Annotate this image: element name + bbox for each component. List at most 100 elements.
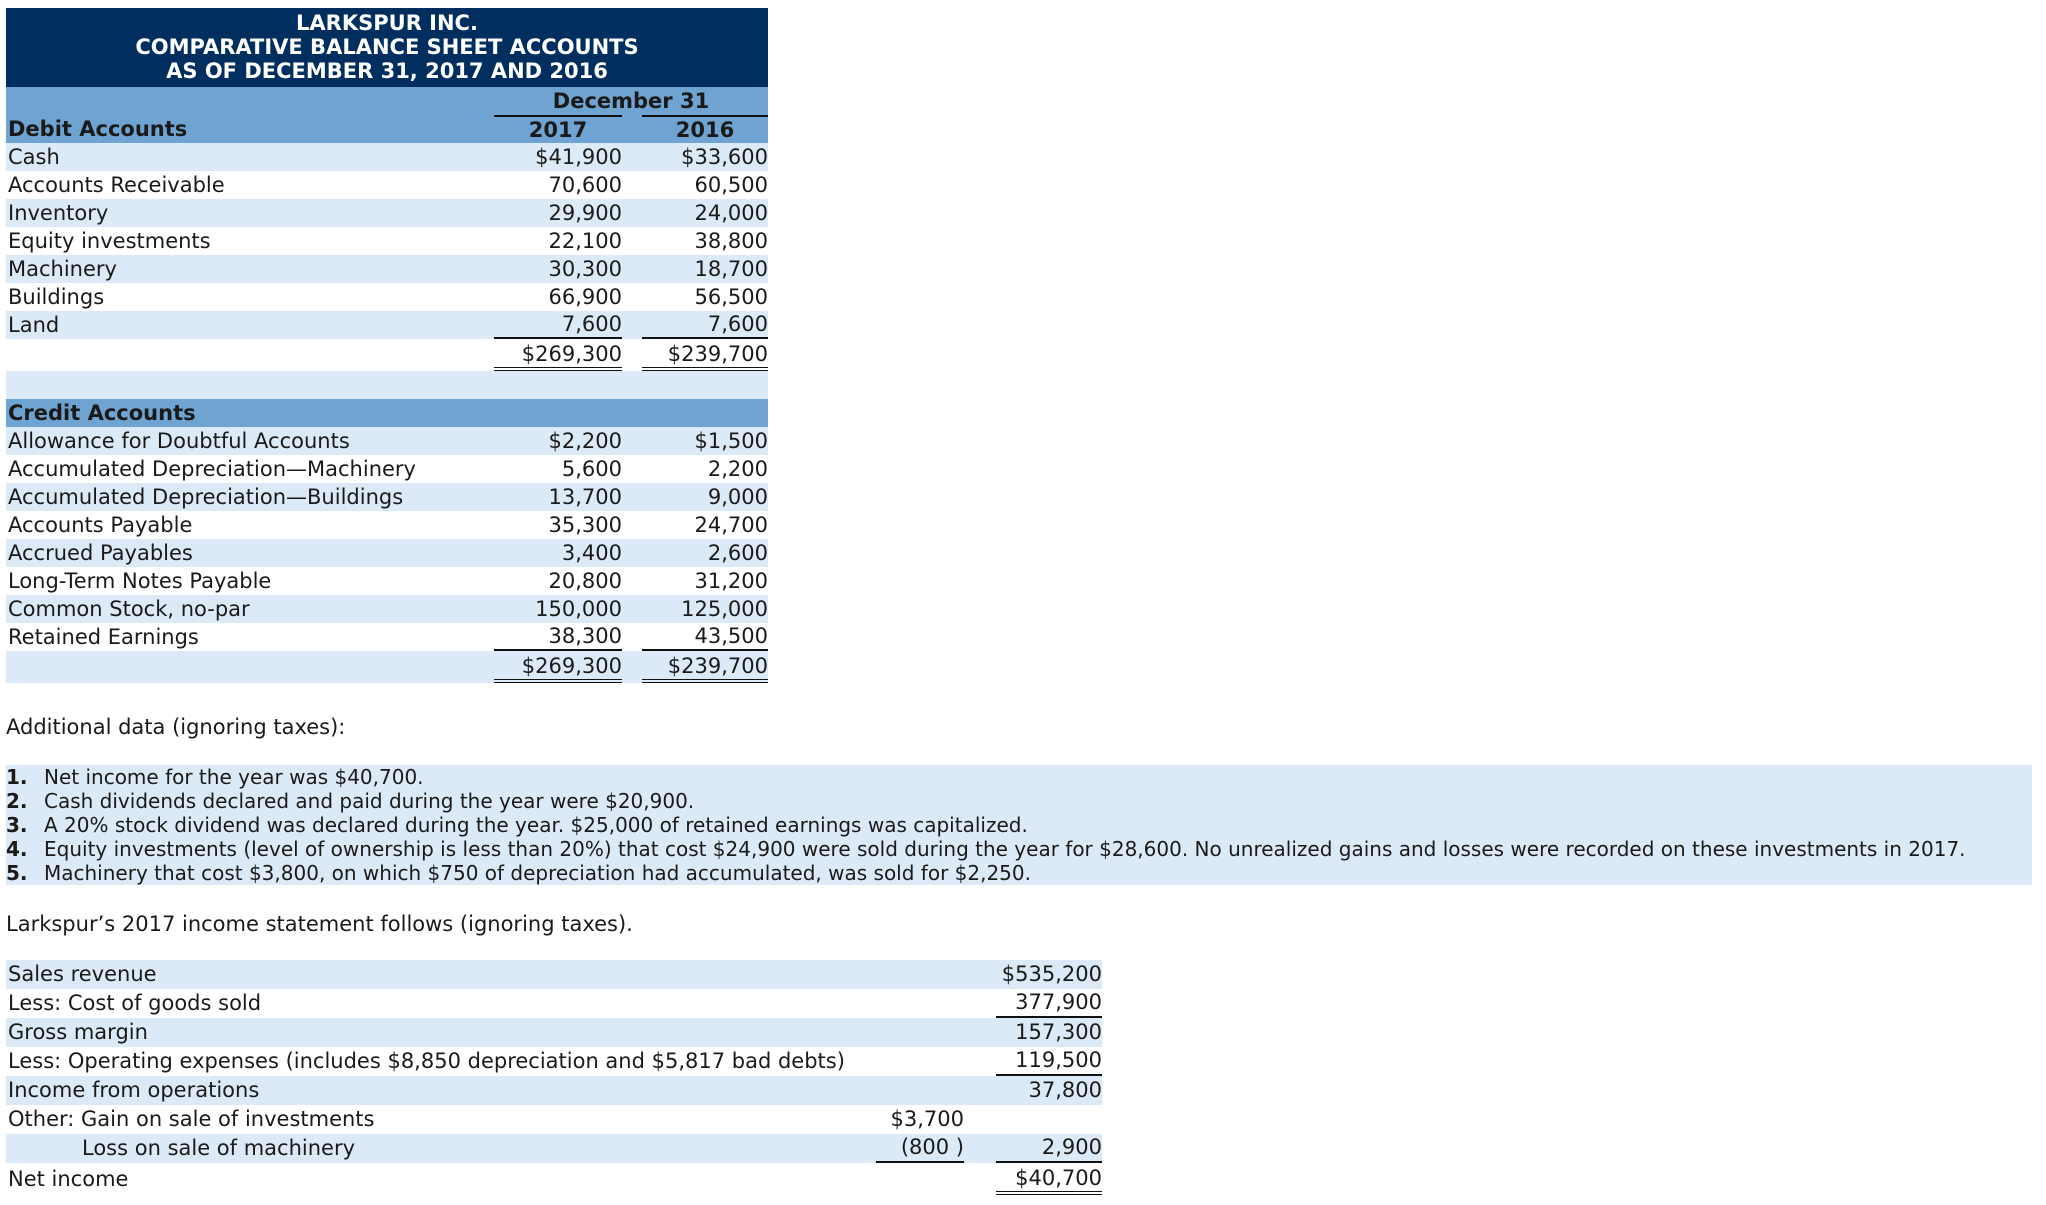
credit-row: Allowance for Doubtful Accounts $2,200 $… [6,427,768,455]
value-2017: 29,900 [548,201,622,225]
income-statement-intro: Larkspur’s 2017 income statement follows… [6,912,633,936]
value-2017: 13,700 [548,485,622,509]
account-label: Accrued Payables [8,541,193,565]
value-2016: 7,600 [642,311,768,339]
income-amount: 119,500 [996,1047,1102,1076]
account-label: Accounts Payable [8,513,193,537]
income-row-operations: Income from operations 37,800 [6,1076,1102,1105]
income-label: Income from operations [8,1078,260,1102]
account-label: Land [8,313,60,337]
value-2016: $1,500 [694,429,768,453]
income-amount: $535,200 [1001,962,1102,986]
debit-row: Buildings 66,900 56,500 [6,283,768,311]
value-2017: $41,900 [535,145,622,169]
credit-row: Long-Term Notes Payable 20,800 31,200 [6,567,768,595]
value-2016: 56,500 [694,285,768,309]
value-2016: 43,500 [642,623,768,651]
credit-total-2016: $239,700 [642,651,768,683]
income-amount: 157,300 [1015,1020,1102,1044]
debit-total-row: $269,300 $239,700 [6,339,768,371]
income-row-cogs: Less: Cost of goods sold 377,900 [6,989,1102,1018]
balance-sheet-header: LARKSPUR INC. COMPARATIVE BALANCE SHEET … [6,8,768,87]
value-2017: 5,600 [561,457,622,481]
credit-heading: Credit Accounts [8,401,196,425]
item-text: Machinery that cost $3,800, on which $75… [44,861,1031,885]
account-label: Inventory [8,201,109,225]
credit-heading-row: Credit Accounts [6,399,768,427]
list-item: 2. Cash dividends declared and paid durin… [6,789,2032,813]
value-2016: 31,200 [694,569,768,593]
debit-row: Equity investments 22,100 38,800 [6,227,768,255]
value-2017: 20,800 [548,569,622,593]
value-2016: 18,700 [694,257,768,281]
credit-total-2017: $269,300 [494,651,622,683]
value-2017: $2,200 [548,429,622,453]
december-31-label: December 31 [552,89,710,113]
income-row-sales: Sales revenue $535,200 [6,960,1102,989]
statement-title: COMPARATIVE BALANCE SHEET ACCOUNTS [135,35,639,59]
account-label: Long-Term Notes Payable [8,569,272,593]
value-2017: 30,300 [548,257,622,281]
value-2016: $33,600 [681,145,768,169]
debit-total-2016: $239,700 [642,339,768,371]
value-2016: 9,000 [707,485,768,509]
account-label: Retained Earnings [8,625,199,649]
year-2017-header: 2017 [494,115,622,145]
statement-date: AS OF DECEMBER 31, 2017 AND 2016 [166,59,608,83]
income-sub-amount: $3,700 [890,1107,964,1131]
value-2017: 66,900 [548,285,622,309]
debit-row: Land 7,600 7,600 [6,311,768,339]
value-2017: 38,300 [494,623,622,651]
income-sub-amount: (800 ) [876,1134,964,1163]
income-label: Less: Operating expenses (includes $8,85… [8,1049,845,1073]
credit-row: Retained Earnings 38,300 43,500 [6,623,768,651]
value-2017: 70,600 [548,173,622,197]
account-label: Accumulated Depreciation—Buildings [8,485,404,509]
column-group-header: December 31 [6,87,768,115]
income-label: Loss on sale of machinery [82,1136,356,1160]
value-2017: 3,400 [561,541,622,565]
credit-row: Accrued Payables 3,400 2,600 [6,539,768,567]
income-label: Net income [8,1167,129,1191]
income-amount: 37,800 [1028,1078,1102,1102]
account-label: Equity investments [8,229,211,253]
income-row-gain: Other: Gain on sale of investments $3,70… [6,1105,1102,1134]
account-label: Common Stock, no-par [8,597,250,621]
value-2016: 2,600 [707,541,768,565]
debit-row: Accounts Receivable 70,600 60,500 [6,171,768,199]
income-label: Other: Gain on sale of investments [8,1107,375,1131]
value-2016: 2,200 [707,457,768,481]
debit-row: Inventory 29,900 24,000 [6,199,768,227]
income-row-net: Net income $40,700 [6,1163,1102,1195]
value-2017: 7,600 [494,311,622,339]
account-label: Accounts Receivable [8,173,225,197]
item-text: Equity investments (level of ownership i… [44,837,1966,861]
item-number: 5. [6,861,28,885]
list-item: 4. Equity investments (level of ownership… [6,837,2032,861]
net-income-amount: $40,700 [996,1163,1102,1195]
company-name: LARKSPUR INC. [296,11,478,35]
debit-heading: Debit Accounts [8,117,188,141]
year-2016-header: 2016 [642,115,768,145]
item-number: 2. [6,789,28,813]
value-2017: 22,100 [548,229,622,253]
list-item: 1. Net income for the year was $40,700. [6,765,2032,789]
item-text: A 20% stock dividend was declared during… [44,813,1028,837]
value-2017: 150,000 [535,597,622,621]
account-label: Cash [8,145,60,169]
income-label: Sales revenue [8,962,157,986]
income-row-opex: Less: Operating expenses (includes $8,85… [6,1047,1102,1076]
account-label: Allowance for Doubtful Accounts [8,429,350,453]
account-label: Buildings [8,285,105,309]
value-2017: 35,300 [548,513,622,537]
income-label: Gross margin [8,1020,148,1044]
income-row-loss: Loss on sale of machinery (800 ) 2,900 [6,1134,1102,1163]
account-label: Accumulated Depreciation—Machinery [8,457,416,481]
value-2016: 24,700 [694,513,768,537]
debit-total-2017: $269,300 [494,339,622,371]
credit-row: Accounts Payable 35,300 24,700 [6,511,768,539]
income-statement-table: Sales revenue $535,200 Less: Cost of goo… [6,960,1102,1195]
item-number: 3. [6,813,28,837]
value-2016: 125,000 [681,597,768,621]
item-text: Cash dividends declared and paid during … [44,789,695,813]
